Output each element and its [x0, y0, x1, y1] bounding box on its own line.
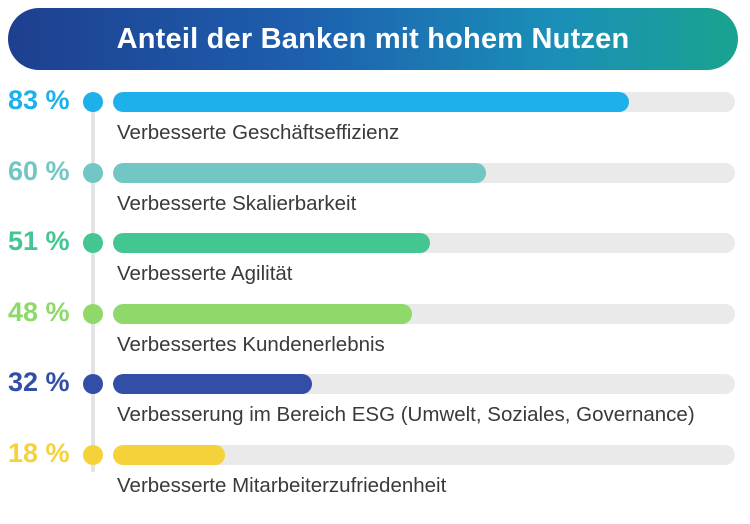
category-label: Verbesserte Agilität	[117, 262, 293, 285]
bar-row: 48 % Verbessertes Kundenerlebnis	[0, 297, 750, 374]
title-banner: Anteil der Banken mit hohem Nutzen	[8, 8, 738, 70]
timeline-dot	[83, 162, 103, 183]
bar	[113, 233, 431, 253]
bar	[113, 92, 630, 112]
bar-row: 51 % Verbesserte Agilität	[0, 226, 750, 303]
bar	[113, 162, 487, 183]
value-label: 60 %	[8, 155, 70, 186]
bar-row: 32 % Verbesserung im Bereich ESG (Umwelt,…	[0, 367, 750, 444]
timeline-dot	[83, 374, 103, 394]
bar-track	[113, 162, 735, 183]
timeline-line	[91, 102, 95, 472]
category-label: Verbesserte Geschäftseffizienz	[117, 121, 400, 144]
bar-track	[113, 92, 735, 112]
bar-track	[113, 444, 735, 465]
timeline-dot	[83, 303, 103, 324]
category-label: Verbesserung im Bereich ESG (Umwelt, Soz…	[117, 403, 695, 426]
value-label: 48 %	[8, 296, 70, 327]
category-label: Verbessertes Kundenerlebnis	[117, 332, 385, 356]
bar	[113, 374, 313, 394]
chart-title: Anteil der Banken mit hohem Nutzen	[116, 22, 630, 55]
category-label: Verbesserte Skalierbarkeit	[117, 191, 357, 215]
value-label: 83 %	[8, 85, 70, 115]
bar-row: 18 % Verbesserte Mitarbeiterzufriedenheit	[0, 438, 750, 515]
timeline-dot	[83, 233, 103, 253]
bar-track	[113, 374, 735, 394]
bar	[113, 303, 412, 324]
timeline-dot	[83, 92, 103, 112]
bar-track	[113, 233, 735, 253]
timeline-dot	[83, 444, 103, 465]
value-label: 32 %	[8, 367, 70, 397]
category-label: Verbesserte Mitarbeiterzufriedenheit	[117, 473, 447, 497]
bar	[113, 444, 225, 465]
value-label: 18 %	[8, 437, 70, 468]
bar-track	[113, 303, 735, 324]
value-label: 51 %	[8, 226, 70, 256]
bar-row: 60 % Verbesserte Skalierbarkeit	[0, 156, 750, 233]
bar-row: 83 % Verbesserte Geschäftseffizienz	[0, 85, 750, 162]
